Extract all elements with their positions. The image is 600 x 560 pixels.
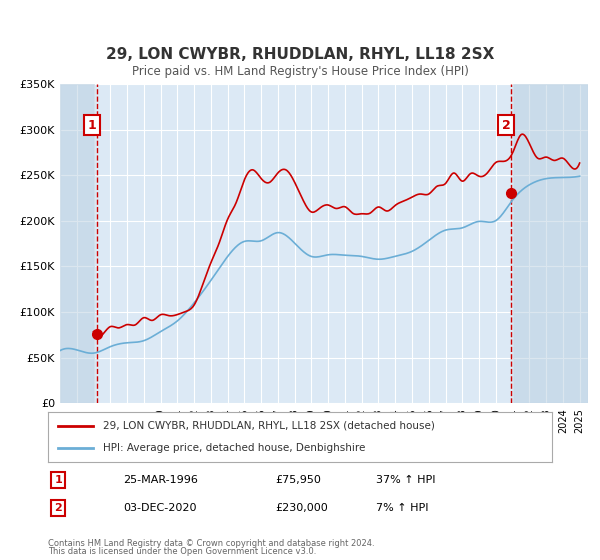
Text: Contains HM Land Registry data © Crown copyright and database right 2024.: Contains HM Land Registry data © Crown c… (48, 539, 374, 548)
Bar (512, 84, 588, 403)
Text: 1: 1 (88, 119, 97, 132)
Text: £75,950: £75,950 (275, 475, 320, 485)
Text: 37% ↑ HPI: 37% ↑ HPI (376, 475, 435, 485)
Text: This data is licensed under the Open Government Licence v3.0.: This data is licensed under the Open Gov… (48, 548, 316, 557)
Text: 7% ↑ HPI: 7% ↑ HPI (376, 503, 428, 513)
Text: 1: 1 (54, 475, 62, 485)
Text: 29, LON CWYBR, RHUDDLAN, RHYL, LL18 2SX: 29, LON CWYBR, RHUDDLAN, RHYL, LL18 2SX (106, 46, 494, 62)
Text: £230,000: £230,000 (275, 503, 328, 513)
Text: 2: 2 (502, 119, 511, 132)
Text: 25-MAR-1996: 25-MAR-1996 (124, 475, 199, 485)
Text: HPI: Average price, detached house, Denbighshire: HPI: Average price, detached house, Denb… (103, 443, 366, 453)
Bar (60, 84, 94, 403)
Text: 03-DEC-2020: 03-DEC-2020 (124, 503, 197, 513)
Text: 29, LON CWYBR, RHUDDLAN, RHYL, LL18 2SX (detached house): 29, LON CWYBR, RHUDDLAN, RHYL, LL18 2SX … (103, 421, 436, 431)
Text: 2: 2 (54, 503, 62, 513)
Text: Price paid vs. HM Land Registry's House Price Index (HPI): Price paid vs. HM Land Registry's House … (131, 66, 469, 78)
